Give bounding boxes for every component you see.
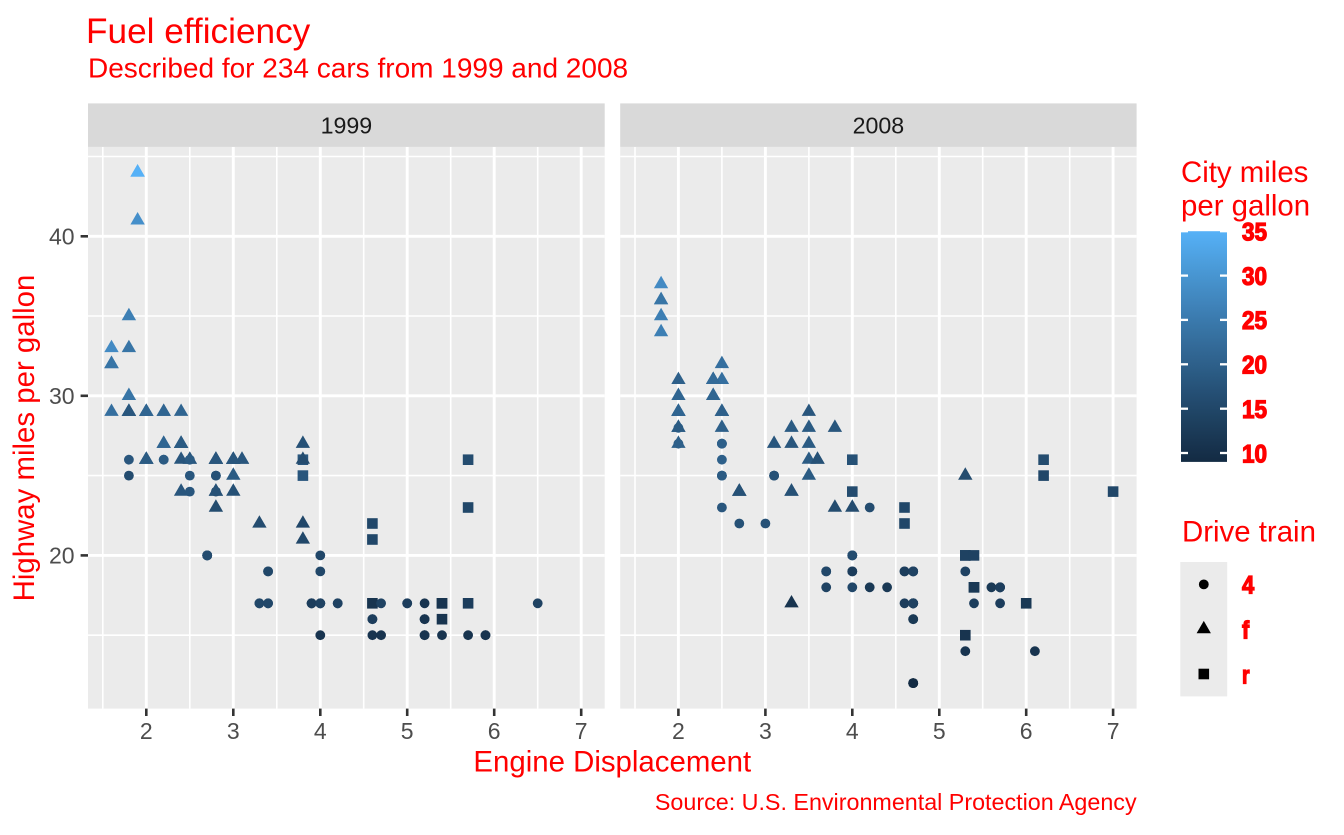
svg-text:6: 6 — [1020, 718, 1033, 744]
svg-text:Highway miles per gallon: Highway miles per gallon — [8, 275, 41, 602]
svg-text:Source: U.S. Environmental Pro: Source: U.S. Environmental Protection Ag… — [655, 789, 1137, 815]
svg-text:20: 20 — [49, 543, 75, 569]
svg-text:4: 4 — [314, 718, 327, 744]
svg-text:per gallon: per gallon — [1181, 190, 1310, 223]
svg-text:r: r — [1242, 661, 1250, 689]
svg-text:3: 3 — [227, 718, 240, 744]
svg-text:Described for 234 cars from 19: Described for 234 cars from 1999 and 200… — [88, 53, 628, 84]
svg-text:Drive train: Drive train — [1182, 516, 1316, 549]
svg-text:6: 6 — [488, 718, 501, 744]
svg-text:7: 7 — [1107, 718, 1120, 744]
svg-text:30: 30 — [49, 383, 75, 409]
svg-text:2008: 2008 — [853, 113, 905, 139]
svg-text:2: 2 — [672, 718, 685, 744]
svg-text:2: 2 — [140, 718, 153, 744]
svg-text:1999: 1999 — [321, 113, 373, 139]
svg-text:Engine Displacement: Engine Displacement — [473, 746, 751, 779]
svg-text:f: f — [1242, 617, 1250, 645]
svg-text:20: 20 — [1242, 352, 1267, 380]
svg-text:10: 10 — [1242, 440, 1267, 468]
svg-text:30: 30 — [1242, 263, 1267, 291]
svg-text:40: 40 — [49, 224, 75, 250]
svg-text:15: 15 — [1242, 396, 1267, 424]
svg-text:4: 4 — [846, 718, 859, 744]
svg-text:City miles: City miles — [1181, 156, 1308, 189]
svg-text:4: 4 — [1242, 572, 1254, 600]
svg-text:35: 35 — [1242, 219, 1267, 247]
svg-text:7: 7 — [575, 718, 588, 744]
svg-text:5: 5 — [933, 718, 946, 744]
svg-text:5: 5 — [401, 718, 414, 744]
svg-text:25: 25 — [1242, 307, 1267, 335]
svg-text:Fuel efficiency: Fuel efficiency — [86, 12, 311, 51]
svg-text:3: 3 — [759, 718, 772, 744]
